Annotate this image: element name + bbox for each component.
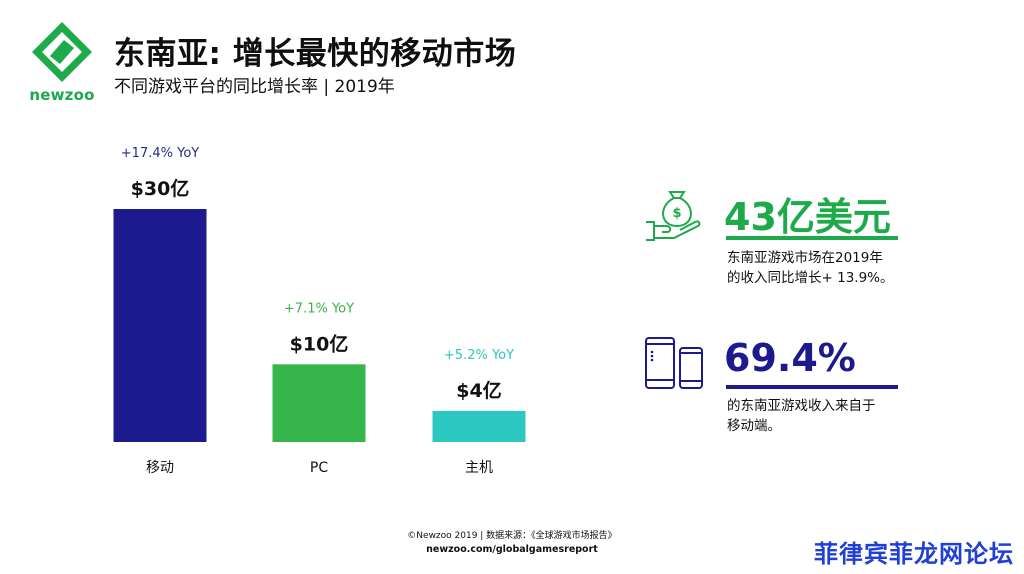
stat-revenue-underline — [726, 236, 898, 240]
category-label-2: 主机 — [465, 460, 493, 476]
bar-value-label-0: $30亿 — [131, 177, 190, 200]
logo-wordmark: newzoo — [29, 86, 95, 104]
watermark: 菲律宾菲龙网论坛 — [814, 540, 1014, 568]
money-bag-hand-icon: $ — [644, 186, 706, 248]
newzoo-logo-icon — [32, 22, 92, 82]
stat-revenue-description: 东南亚游戏市场在2019年 的收入同比增长+ 13.9%。 — [727, 248, 917, 288]
mobile-devices-icon — [644, 336, 706, 396]
bar-value-label-1: $10亿 — [290, 332, 349, 355]
svg-text:$: $ — [672, 206, 681, 221]
bar-growth-label-1: +7.1% YoY — [284, 301, 354, 316]
bar-growth-label-0: +17.4% YoY — [121, 146, 199, 161]
stat-mobile-share-value: 69.4% — [724, 336, 856, 380]
page-subtitle: 不同游戏平台的同比增长率 | 2019年 — [114, 77, 395, 97]
bar-2 — [432, 410, 526, 442]
stat-mobile-desc-line1: 的东南亚游戏收入来自于 — [727, 398, 876, 414]
stat-revenue-desc-line2: 的收入同比增长+ 13.9%。 — [727, 270, 894, 286]
newzoo-logo: newzoo — [24, 20, 100, 106]
stat-mobile-desc-line2: 移动端。 — [727, 418, 781, 434]
stat-mobile-share-underline — [726, 385, 898, 389]
bar-value-label-2: $4亿 — [456, 379, 501, 402]
footer-link[interactable]: newzoo.com/globalgamesreport — [426, 544, 598, 555]
stat-revenue-desc-line1: 东南亚游戏市场在2019年 — [727, 250, 883, 266]
stat-mobile-share-description: 的东南亚游戏收入来自于 移动端。 — [727, 396, 917, 436]
category-label-0: 移动 — [146, 460, 174, 476]
bar-0 — [113, 209, 207, 442]
category-label-1: PC — [310, 460, 328, 476]
footer-source: ©Newzoo 2019 | 数据来源：《全球游戏市场报告》 — [407, 531, 617, 541]
bar-growth-label-2: +5.2% YoY — [444, 348, 514, 363]
stat-revenue-value: 43亿美元 — [724, 195, 891, 239]
platform-growth-chart: $30亿 +17.4% YoY 移动 $10亿 +7.1% YoY PC $4亿 +5.2% … — [113, 146, 526, 476]
bar-1 — [272, 364, 366, 442]
page-title: 东南亚: 增长最快的移动市场 — [114, 36, 517, 72]
